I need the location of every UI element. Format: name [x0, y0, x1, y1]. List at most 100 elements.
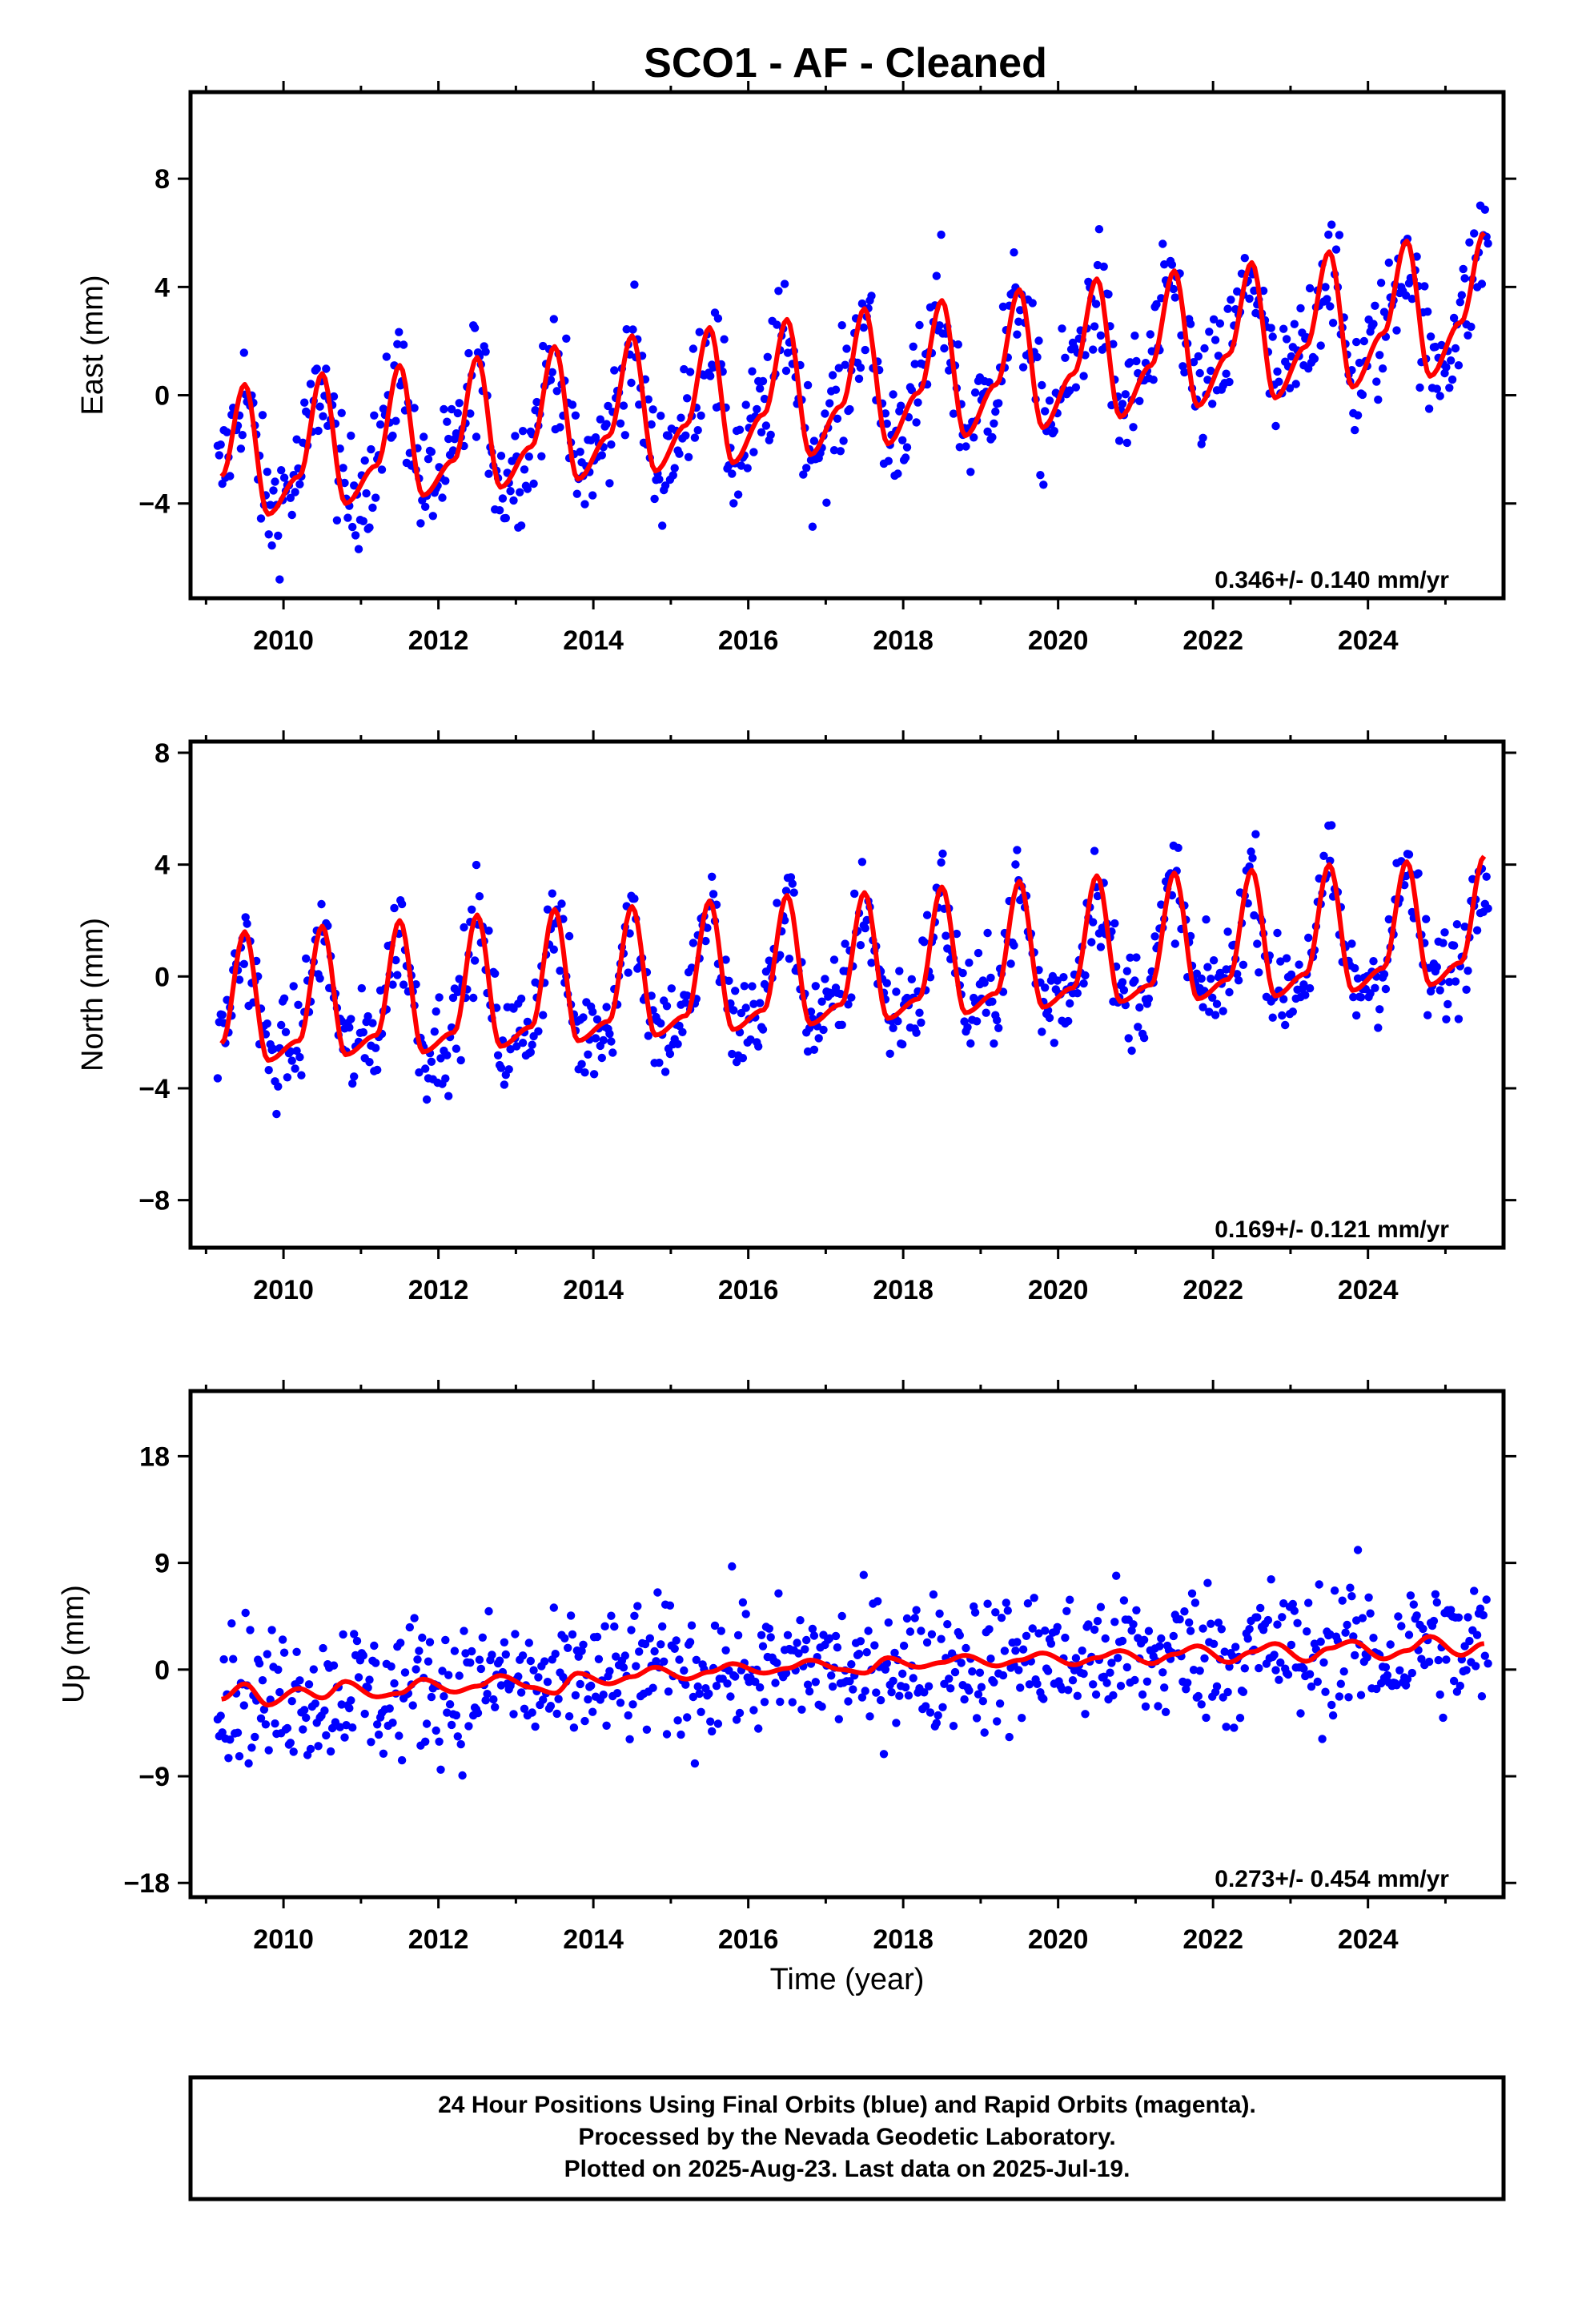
up-data-point: [247, 1743, 256, 1752]
north-data-point: [837, 1020, 846, 1030]
east-data-point: [681, 431, 690, 440]
up-data-point: [802, 1635, 811, 1645]
east-data-point: [347, 431, 355, 440]
up-data-point: [543, 1678, 552, 1687]
east-data-point: [893, 469, 902, 478]
up-data-point: [534, 1673, 543, 1682]
north-data-point: [263, 1019, 271, 1028]
east-data-point: [1152, 300, 1161, 309]
east-data-point: [440, 404, 448, 414]
north-data-point: [1351, 963, 1359, 973]
east-data-point: [610, 366, 619, 375]
north-data-point: [373, 1065, 382, 1075]
east-data-point: [1096, 331, 1106, 340]
north-data-point: [1482, 872, 1491, 881]
up-data-point: [584, 1695, 592, 1704]
up-data-point: [1107, 1659, 1116, 1667]
east-data-point: [1435, 392, 1444, 400]
up-data-point: [216, 1711, 225, 1720]
north-data-point: [1414, 869, 1423, 878]
up-model-curve: [221, 1634, 1485, 1708]
east-data-point: [448, 446, 458, 455]
north-data-point: [683, 991, 692, 1000]
up-data-point: [1442, 1655, 1451, 1664]
east-data-point: [802, 464, 811, 472]
east-data-point: [1420, 282, 1429, 291]
up-data-point: [1278, 1613, 1287, 1622]
up-data-point: [876, 1695, 885, 1705]
north-data-point: [937, 858, 946, 867]
east-data-point: [693, 426, 702, 435]
east-data-point: [1310, 354, 1319, 364]
east-data-point: [1326, 302, 1335, 311]
up-data-point: [345, 1703, 354, 1713]
up-data-point: [1299, 1664, 1308, 1673]
up-data-point: [610, 1622, 619, 1631]
north-data-point: [421, 1064, 430, 1073]
east-data-point: [1169, 284, 1178, 294]
north-data-point: [1464, 967, 1472, 975]
north-data-point: [821, 975, 829, 983]
east-data-point: [990, 419, 998, 428]
up-data-point: [246, 1626, 255, 1634]
east-data-point: [428, 512, 437, 521]
east-data-point: [393, 340, 402, 348]
north-data-point: [1119, 986, 1129, 995]
north-data-point: [1432, 963, 1442, 971]
up-data-point: [612, 1652, 620, 1661]
north-data-point: [264, 1066, 273, 1075]
up-data-point: [683, 1713, 692, 1722]
up-data-point: [1290, 1606, 1299, 1615]
up-data-point: [1106, 1668, 1114, 1677]
up-plot-frame: [188, 1389, 1506, 1900]
east-data-point: [267, 541, 276, 550]
east-data-point: [1214, 352, 1223, 360]
up-data-point: [675, 1655, 684, 1664]
east-data-point: [622, 325, 631, 334]
up-data-point: [1336, 1679, 1346, 1688]
up-data-point: [1235, 1714, 1245, 1723]
up-data-point: [1366, 1609, 1375, 1618]
east-data-point: [773, 320, 781, 329]
north-data-point: [748, 982, 757, 991]
up-data-point: [656, 1640, 665, 1649]
up-data-point: [854, 1650, 864, 1659]
east-data-point: [901, 453, 910, 462]
north-data-point: [1209, 956, 1219, 965]
up-data-point: [1186, 1626, 1195, 1635]
up-data-point: [1403, 1675, 1412, 1683]
north-data-point: [990, 1039, 998, 1048]
north-data-point: [1305, 983, 1315, 993]
east-data-point: [1207, 366, 1215, 376]
east-data-point: [1353, 411, 1363, 420]
up-data-point: [363, 1683, 372, 1692]
east-data-point: [1426, 332, 1435, 341]
east-data-point: [753, 404, 761, 414]
up-data-point: [1407, 1668, 1417, 1678]
up-data-point: [926, 1708, 935, 1717]
east-data-point: [1039, 480, 1048, 489]
north-data-point: [678, 1027, 687, 1037]
north-data-point: [1251, 830, 1260, 838]
up-data-point: [735, 1708, 745, 1718]
north-data-point: [516, 994, 526, 1003]
north-data-point: [1079, 979, 1088, 988]
north-data-point: [357, 983, 366, 993]
up-data-point: [825, 1634, 834, 1642]
north-data-point: [504, 1065, 513, 1074]
north-data-point: [701, 936, 710, 946]
up-data-point: [511, 1630, 520, 1638]
up-data-point: [1033, 1679, 1042, 1688]
east-data-point: [337, 408, 346, 417]
up-data-point: [1096, 1602, 1106, 1611]
north-data-point: [667, 984, 676, 993]
north-data-point: [885, 1049, 894, 1059]
east-data-point: [825, 399, 834, 408]
up-data-point: [453, 1732, 462, 1741]
up-data-point: [1046, 1639, 1056, 1648]
east-x-tick-label: 2016: [718, 625, 779, 656]
east-data-point: [332, 516, 342, 525]
up-data-point: [1139, 1635, 1149, 1644]
up-data-point: [833, 1643, 842, 1652]
up-data-point: [529, 1666, 538, 1675]
